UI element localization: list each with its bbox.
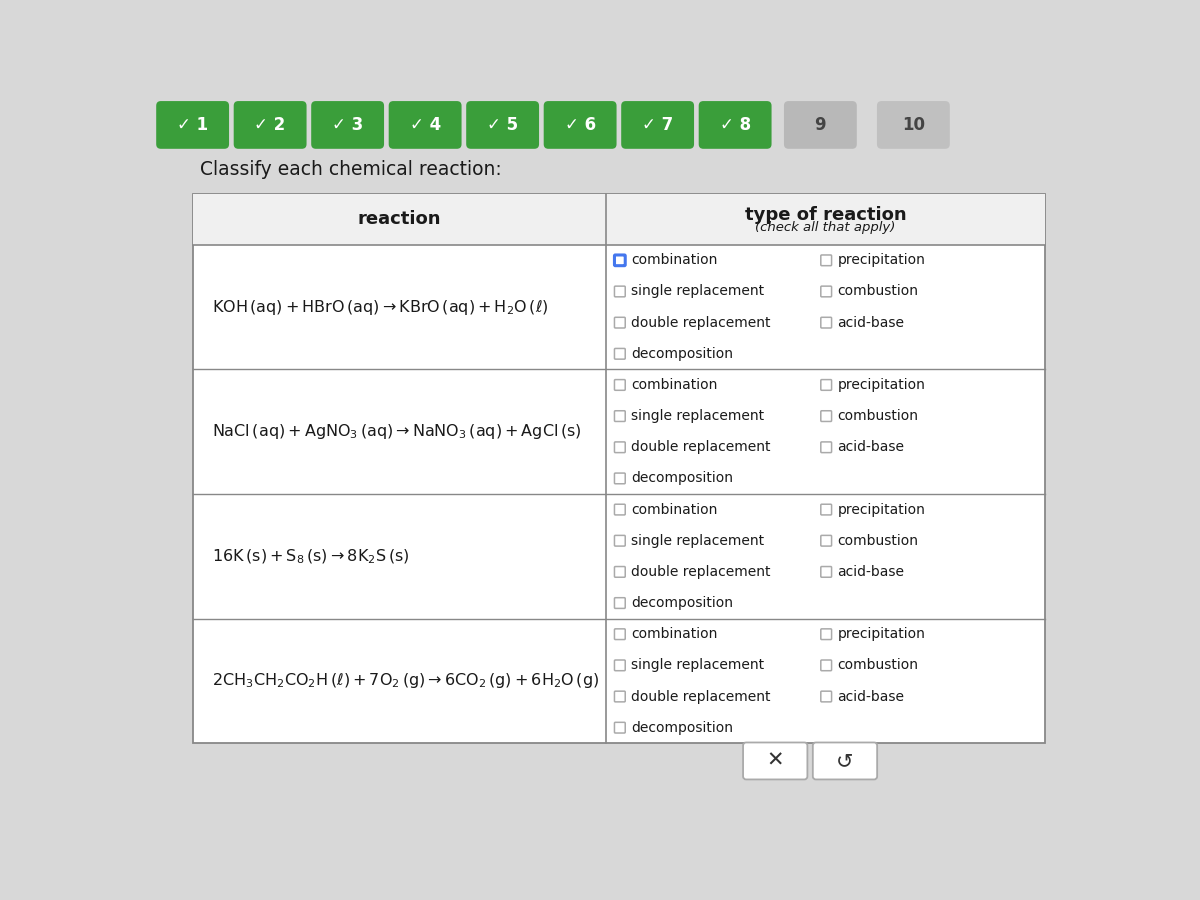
FancyBboxPatch shape — [544, 101, 617, 148]
FancyBboxPatch shape — [614, 318, 625, 328]
Text: $\rm 16K\,(s) + S_8\,(s) \rightarrow 8K_2S\,(s)$: $\rm 16K\,(s) + S_8\,(s) \rightarrow 8K_… — [212, 547, 409, 565]
Text: decomposition: decomposition — [631, 721, 733, 734]
Text: decomposition: decomposition — [631, 346, 733, 361]
Text: ✓ 1: ✓ 1 — [178, 116, 208, 134]
FancyBboxPatch shape — [622, 101, 694, 148]
Bar — [193, 194, 1045, 245]
Text: double replacement: double replacement — [631, 689, 770, 704]
Text: double replacement: double replacement — [631, 565, 770, 579]
FancyBboxPatch shape — [614, 504, 625, 515]
Text: single replacement: single replacement — [631, 534, 764, 548]
Text: ✓ 5: ✓ 5 — [487, 116, 518, 134]
FancyBboxPatch shape — [614, 473, 625, 484]
FancyBboxPatch shape — [821, 504, 832, 515]
Text: decomposition: decomposition — [631, 596, 733, 610]
Text: ✓ 6: ✓ 6 — [564, 116, 595, 134]
FancyBboxPatch shape — [466, 101, 539, 148]
FancyBboxPatch shape — [614, 566, 625, 577]
Text: precipitation: precipitation — [838, 378, 925, 392]
FancyBboxPatch shape — [614, 536, 625, 546]
FancyBboxPatch shape — [821, 286, 832, 297]
Text: 10: 10 — [902, 116, 925, 134]
FancyBboxPatch shape — [821, 691, 832, 702]
Text: combustion: combustion — [838, 410, 919, 423]
Text: ✓ 4: ✓ 4 — [409, 116, 440, 134]
FancyBboxPatch shape — [389, 101, 462, 148]
Text: single replacement: single replacement — [631, 659, 764, 672]
Text: $\rm 2CH_3CH_2CO_2H\,(\ell) + 7O_2\,(g) \rightarrow 6CO_2\,(g) + 6H_2O\,(g)$: $\rm 2CH_3CH_2CO_2H\,(\ell) + 7O_2\,(g) … — [212, 671, 599, 690]
Text: reaction: reaction — [358, 211, 442, 229]
Text: ↺: ↺ — [836, 751, 853, 771]
FancyBboxPatch shape — [614, 286, 625, 297]
FancyBboxPatch shape — [614, 629, 625, 640]
Text: ✓ 8: ✓ 8 — [720, 116, 751, 134]
Text: acid-base: acid-base — [838, 565, 905, 579]
FancyBboxPatch shape — [812, 742, 877, 779]
Text: decomposition: decomposition — [631, 472, 733, 485]
Text: acid-base: acid-base — [838, 689, 905, 704]
FancyBboxPatch shape — [614, 255, 625, 266]
Text: precipitation: precipitation — [838, 253, 925, 267]
Text: acid-base: acid-base — [838, 316, 905, 329]
Text: combustion: combustion — [838, 534, 919, 548]
Text: single replacement: single replacement — [631, 410, 764, 423]
Text: combustion: combustion — [838, 659, 919, 672]
Text: ✓ 2: ✓ 2 — [254, 116, 286, 134]
Text: ✓ 7: ✓ 7 — [642, 116, 673, 134]
Text: double replacement: double replacement — [631, 316, 770, 329]
FancyBboxPatch shape — [821, 318, 832, 328]
FancyBboxPatch shape — [877, 101, 949, 148]
FancyBboxPatch shape — [821, 255, 832, 266]
FancyBboxPatch shape — [821, 410, 832, 421]
FancyBboxPatch shape — [614, 691, 625, 702]
Text: acid-base: acid-base — [838, 440, 905, 454]
Text: $\rm KOH\,(aq) + HBrO\,(aq) \rightarrow KBrO\,(aq) + H_2O\,(\ell)$: $\rm KOH\,(aq) + HBrO\,(aq) \rightarrow … — [212, 298, 548, 317]
Text: combustion: combustion — [838, 284, 919, 299]
FancyBboxPatch shape — [614, 348, 625, 359]
Text: $\rm NaCl\,(aq) + AgNO_3\,(aq) \rightarrow NaNO_3\,(aq) + AgCl\,(s)$: $\rm NaCl\,(aq) + AgNO_3\,(aq) \rightarr… — [212, 422, 582, 441]
Text: (check all that apply): (check all that apply) — [756, 220, 895, 234]
FancyBboxPatch shape — [784, 101, 857, 148]
FancyBboxPatch shape — [156, 101, 229, 148]
Text: ✕: ✕ — [767, 751, 784, 771]
FancyBboxPatch shape — [821, 536, 832, 546]
FancyBboxPatch shape — [821, 629, 832, 640]
Text: combination: combination — [631, 253, 718, 267]
FancyBboxPatch shape — [821, 660, 832, 670]
FancyBboxPatch shape — [614, 442, 625, 453]
FancyBboxPatch shape — [614, 598, 625, 608]
Text: combination: combination — [631, 627, 718, 641]
Text: double replacement: double replacement — [631, 440, 770, 454]
FancyBboxPatch shape — [821, 566, 832, 577]
Text: 9: 9 — [815, 116, 826, 134]
FancyBboxPatch shape — [614, 410, 625, 421]
FancyBboxPatch shape — [614, 380, 625, 391]
Text: ✓ 3: ✓ 3 — [332, 116, 364, 134]
FancyBboxPatch shape — [234, 101, 306, 148]
FancyBboxPatch shape — [614, 723, 625, 733]
FancyBboxPatch shape — [821, 442, 832, 453]
Text: Classify each chemical reaction:: Classify each chemical reaction: — [200, 160, 502, 179]
Text: precipitation: precipitation — [838, 502, 925, 517]
Text: combination: combination — [631, 378, 718, 392]
Text: combination: combination — [631, 502, 718, 517]
Text: precipitation: precipitation — [838, 627, 925, 641]
Bar — [193, 194, 1045, 743]
FancyBboxPatch shape — [698, 101, 772, 148]
Text: single replacement: single replacement — [631, 284, 764, 299]
FancyBboxPatch shape — [614, 660, 625, 670]
FancyBboxPatch shape — [743, 742, 808, 779]
FancyBboxPatch shape — [311, 101, 384, 148]
FancyBboxPatch shape — [821, 380, 832, 391]
Text: type of reaction: type of reaction — [745, 206, 906, 224]
